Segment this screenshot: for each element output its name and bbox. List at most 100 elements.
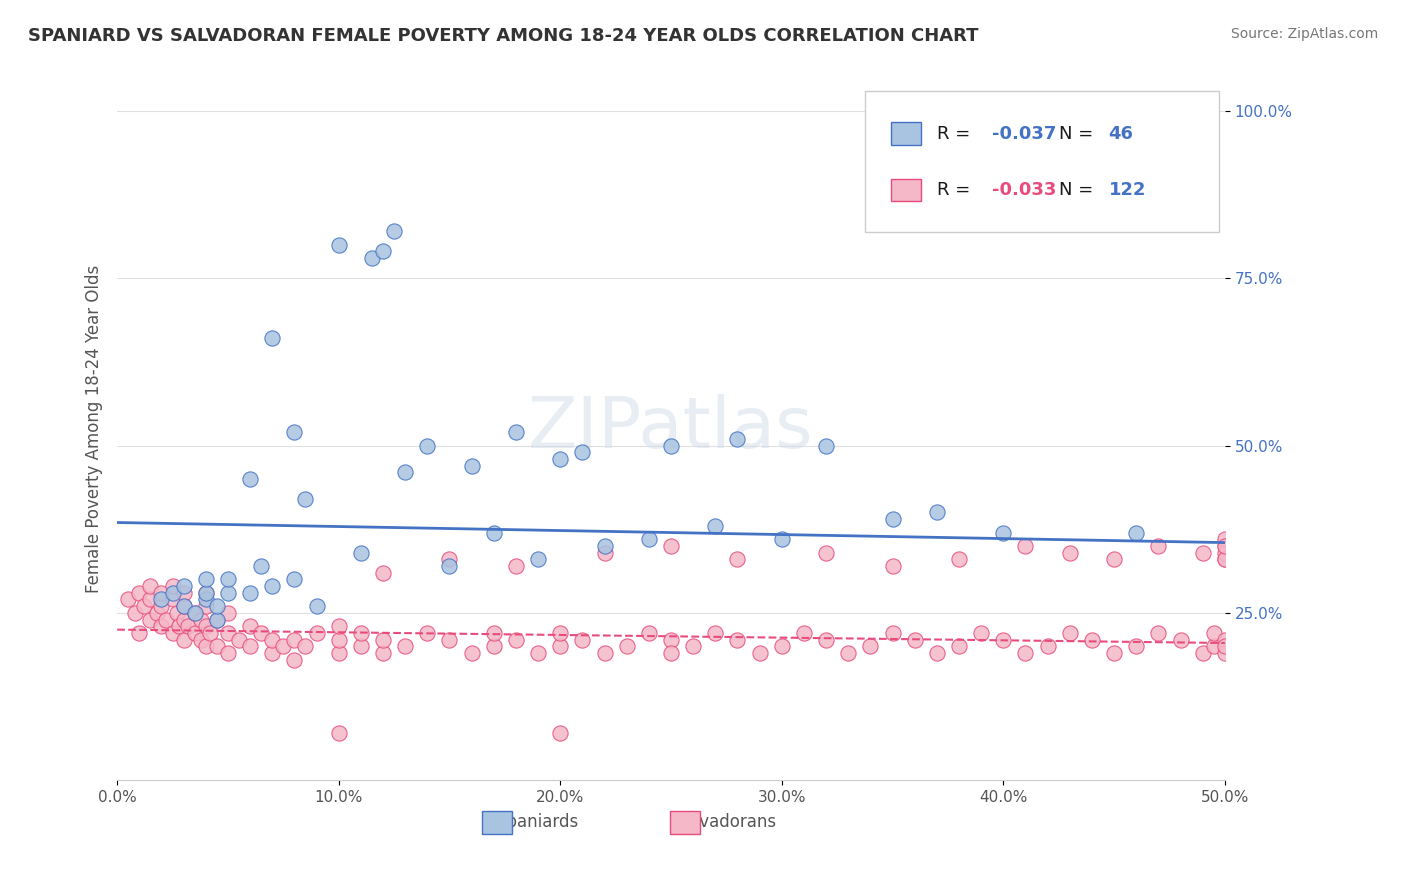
Text: Salvadorans: Salvadorans xyxy=(675,814,778,831)
Point xyxy=(505,559,527,574)
Point xyxy=(993,632,1015,647)
Point xyxy=(328,726,350,740)
Point xyxy=(482,525,505,540)
Point xyxy=(616,640,638,654)
Point xyxy=(139,592,162,607)
Point xyxy=(250,559,273,574)
Point xyxy=(217,586,239,600)
Point xyxy=(1147,539,1170,553)
FancyBboxPatch shape xyxy=(669,811,700,834)
Point xyxy=(1170,632,1192,647)
Point xyxy=(283,425,305,439)
Point xyxy=(139,613,162,627)
Point xyxy=(505,425,527,439)
Point xyxy=(205,599,228,614)
Point xyxy=(548,626,571,640)
Point xyxy=(1213,646,1236,660)
Point xyxy=(382,224,405,238)
Point xyxy=(283,653,305,667)
Point xyxy=(704,519,727,533)
Point xyxy=(460,646,482,660)
Point xyxy=(239,640,262,654)
Point xyxy=(205,640,228,654)
Point xyxy=(593,646,616,660)
Point xyxy=(294,492,316,507)
Point xyxy=(727,632,749,647)
Point xyxy=(593,546,616,560)
Point xyxy=(1213,539,1236,553)
Point xyxy=(190,632,212,647)
Point xyxy=(194,592,217,607)
Point xyxy=(194,640,217,654)
Point xyxy=(228,632,250,647)
Point xyxy=(173,613,195,627)
Point xyxy=(859,640,882,654)
Point xyxy=(371,632,394,647)
Point xyxy=(837,646,859,660)
Text: SPANIARD VS SALVADORAN FEMALE POVERTY AMONG 18-24 YEAR OLDS CORRELATION CHART: SPANIARD VS SALVADORAN FEMALE POVERTY AM… xyxy=(28,27,979,45)
Point xyxy=(1102,552,1125,566)
Point xyxy=(205,613,228,627)
Point xyxy=(217,606,239,620)
Point xyxy=(948,552,970,566)
Point xyxy=(350,546,373,560)
Point xyxy=(262,331,284,345)
Point xyxy=(173,599,195,614)
Point xyxy=(638,626,661,640)
Point xyxy=(262,646,284,660)
Point xyxy=(350,640,373,654)
Point xyxy=(1059,546,1081,560)
Point xyxy=(361,251,384,265)
Point xyxy=(217,573,239,587)
Point xyxy=(283,632,305,647)
Point xyxy=(527,552,550,566)
Point xyxy=(139,579,162,593)
Point xyxy=(659,646,682,660)
Point xyxy=(1081,632,1104,647)
Point xyxy=(162,586,184,600)
Y-axis label: Female Poverty Among 18-24 Year Olds: Female Poverty Among 18-24 Year Olds xyxy=(86,265,103,593)
Point xyxy=(150,586,173,600)
Point xyxy=(904,632,927,647)
Point xyxy=(173,632,195,647)
Point xyxy=(882,512,904,526)
Point xyxy=(328,619,350,633)
Point xyxy=(183,606,205,620)
Point xyxy=(183,626,205,640)
Point xyxy=(659,632,682,647)
Point xyxy=(770,533,793,547)
Point xyxy=(727,432,749,446)
Point xyxy=(748,646,770,660)
Point xyxy=(194,573,217,587)
Point xyxy=(167,619,190,633)
Point xyxy=(177,619,200,633)
Point xyxy=(1213,546,1236,560)
Text: R =: R = xyxy=(936,125,976,143)
Point xyxy=(200,626,222,640)
FancyBboxPatch shape xyxy=(891,122,921,145)
Point xyxy=(1191,546,1213,560)
Point xyxy=(155,613,177,627)
Point xyxy=(194,586,217,600)
Point xyxy=(527,646,550,660)
Point xyxy=(350,626,373,640)
Point xyxy=(394,466,416,480)
Point xyxy=(1213,640,1236,654)
Point xyxy=(1191,646,1213,660)
Point xyxy=(394,640,416,654)
Point xyxy=(793,626,815,640)
Point xyxy=(273,640,295,654)
Point xyxy=(439,632,461,647)
Point xyxy=(194,619,217,633)
Point xyxy=(1125,525,1147,540)
Point xyxy=(439,559,461,574)
Point xyxy=(948,640,970,654)
Point xyxy=(638,533,661,547)
FancyBboxPatch shape xyxy=(865,92,1219,232)
Point xyxy=(1102,646,1125,660)
Point xyxy=(305,599,328,614)
Point xyxy=(283,573,305,587)
Point xyxy=(217,646,239,660)
Text: Source: ZipAtlas.com: Source: ZipAtlas.com xyxy=(1230,27,1378,41)
Point xyxy=(162,579,184,593)
